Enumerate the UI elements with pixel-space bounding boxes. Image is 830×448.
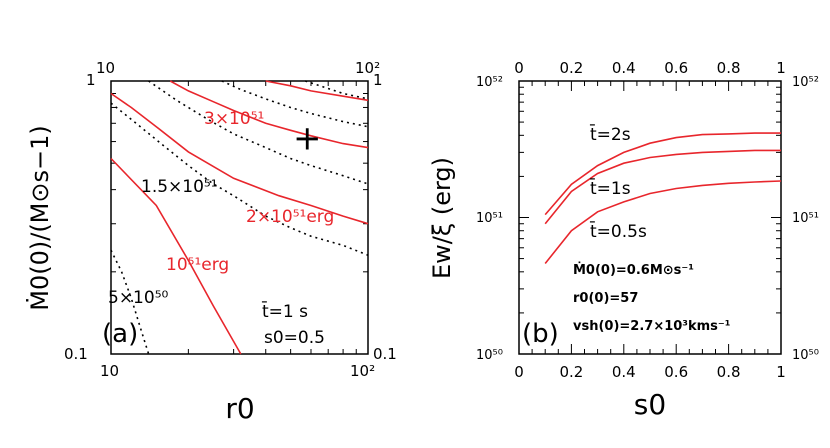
b-annot-vsh: vsh(0)=2.7×10³kms⁻¹ bbox=[573, 319, 730, 334]
b-left-tick-1e51: 10⁵¹ bbox=[476, 211, 503, 226]
b-right-tick-1e52: 10⁵² bbox=[792, 75, 819, 90]
a-series-6 bbox=[148, 80, 369, 185]
a-bottom-tick-10: 10 bbox=[100, 362, 119, 380]
a-series-1 bbox=[110, 92, 369, 225]
a-right-tick-1: 1 bbox=[373, 71, 383, 89]
a-label-2e51: 2×10⁵¹erg bbox=[246, 207, 334, 227]
b-series-2 bbox=[544, 180, 782, 264]
b-bottom-tick-label: 0.2 bbox=[559, 363, 583, 381]
a-label-1.5e51: 1.5×10⁵¹ bbox=[141, 177, 218, 197]
b-bottom-tick-label: 1 bbox=[776, 363, 786, 381]
a-right-tick-0.1: 0.1 bbox=[373, 345, 397, 363]
panel-a-frame bbox=[110, 80, 369, 355]
a-top-tick-10: 10 bbox=[96, 59, 115, 77]
a-series-5 bbox=[110, 102, 369, 256]
panel-a-curves bbox=[110, 80, 369, 355]
b-bottom-tick-label: 0.4 bbox=[612, 363, 636, 381]
b-xlabel: s0 bbox=[634, 388, 666, 421]
a-label-5e50: 5×10⁵⁰ bbox=[108, 288, 169, 308]
a-annot-t: t̄=1 s bbox=[262, 300, 309, 322]
b-right-tick-1e51: 10⁵¹ bbox=[792, 211, 819, 226]
b-top-tick-label: 0.2 bbox=[559, 59, 583, 77]
a-top-tick-100: 10² bbox=[355, 59, 380, 77]
b-top-tick-label: 0 bbox=[514, 59, 524, 77]
b-annot-mdot: Ṁ0(0)=0.6M⊙s⁻¹ bbox=[573, 262, 694, 278]
b-bottom-tick-label: 0.6 bbox=[664, 363, 688, 381]
panel-b-curves bbox=[544, 132, 782, 264]
b-annot-r0: r0(0)=57 bbox=[573, 291, 638, 306]
b-panel-label: (b) bbox=[522, 319, 559, 349]
a-series-8 bbox=[305, 80, 369, 100]
a-label-3e51: 3×10⁵¹ bbox=[204, 109, 264, 129]
b-top-tick-label: 0.8 bbox=[717, 59, 741, 77]
a-left-tick-1: 1 bbox=[86, 71, 96, 89]
a-label-1e51: 10⁵¹erg bbox=[166, 255, 229, 275]
a-series-3 bbox=[265, 80, 369, 102]
b-top-tick-label: 0.4 bbox=[612, 59, 636, 77]
a-cross-marker: + bbox=[293, 119, 322, 159]
panel-a: 10 10² 1 0.1 1 0.1 10 10² r0 Ṁ0(0)/(M⊙s−… bbox=[25, 59, 397, 425]
b-right-tick-1e50: 10⁵⁰ bbox=[792, 348, 819, 363]
panel-b: 0 0 0.2 0.2 0.4 0.4 0.6 0.6 0.8 0.8 1 1 10⁵² 10⁵¹ 1… bbox=[428, 59, 819, 421]
b-left-tick-1e50: 10⁵⁰ bbox=[476, 348, 503, 363]
panel-b-frame bbox=[518, 80, 782, 355]
a-left-tick-0.1: 0.1 bbox=[64, 345, 88, 363]
b-ylabel: Ew/ξ (erg) bbox=[428, 157, 456, 279]
a-series-2 bbox=[169, 80, 369, 149]
b-left-tick-1e52: 10⁵² bbox=[476, 75, 503, 90]
b-bottom-tick-label: 0 bbox=[514, 363, 524, 381]
panel-b-ticks: 0 0 0.2 0.2 0.4 0.4 0.6 0.6 0.8 0.8 1 1 bbox=[514, 59, 786, 381]
b-label-t05: t̄=0.5s bbox=[590, 220, 647, 242]
b-label-t2: t̄=2s bbox=[590, 123, 631, 145]
a-annot-s: s0=0.5 bbox=[264, 328, 325, 348]
b-label-t1: t̄=1s bbox=[590, 177, 631, 199]
b-series-0 bbox=[544, 132, 781, 216]
a-series-7 bbox=[221, 80, 369, 128]
b-top-tick-label: 0.6 bbox=[664, 59, 688, 77]
a-ylabel: Ṁ0(0)/(M⊙s−1) bbox=[25, 125, 54, 310]
b-series-1 bbox=[544, 149, 781, 225]
a-series-0 bbox=[110, 157, 242, 355]
a-xlabel: r0 bbox=[225, 392, 254, 425]
a-bottom-tick-100: 10² bbox=[350, 362, 375, 380]
b-bottom-tick-label: 0.8 bbox=[717, 363, 741, 381]
b-top-tick-label: 1 bbox=[776, 59, 786, 77]
a-panel-label: (a) bbox=[102, 319, 138, 349]
